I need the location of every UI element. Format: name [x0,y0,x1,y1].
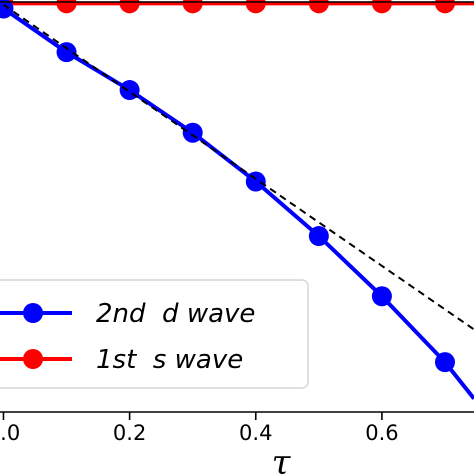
series-2-point-2 [56,42,77,63]
legend-label-1: 2nd d wave [96,299,255,329]
series-1-point-3 [119,0,140,14]
legend-label-2: 1st s wave [96,345,243,375]
series-2-point-4 [182,122,203,143]
series-1-point-4 [182,0,203,14]
series-2-point-6 [308,226,329,247]
x-axis-label: τ [272,443,292,474]
x-ticks: 0.0 0.2 0.4 0.6 [0,412,399,445]
legend-marker-2 [23,349,43,369]
x-tick-label-3: 0.4 [239,421,272,445]
series-2-point-1 [0,0,14,19]
series-layer [0,0,474,400]
series-1-point-5 [245,0,266,14]
x-tick-label-1: 0.0 [0,421,20,445]
series-1-point-6 [308,0,329,14]
legend-entry-1: 2nd d wave [0,299,255,329]
legend-box [0,279,309,389]
series-1-point-7 [371,0,392,14]
x-tick-label-2: 0.2 [113,421,146,445]
series-1-point-2 [56,0,77,14]
x-tick-label-4: 0.6 [365,421,398,445]
legend: 2nd d wave 1st s wave [0,279,309,389]
legend-marker-1 [23,303,43,323]
series-2-point-5 [245,171,266,192]
series-2-point-8 [434,352,455,373]
series-2-point-7 [371,286,392,307]
legend-entry-2: 1st s wave [0,345,243,375]
series-1-point-8 [434,0,455,14]
